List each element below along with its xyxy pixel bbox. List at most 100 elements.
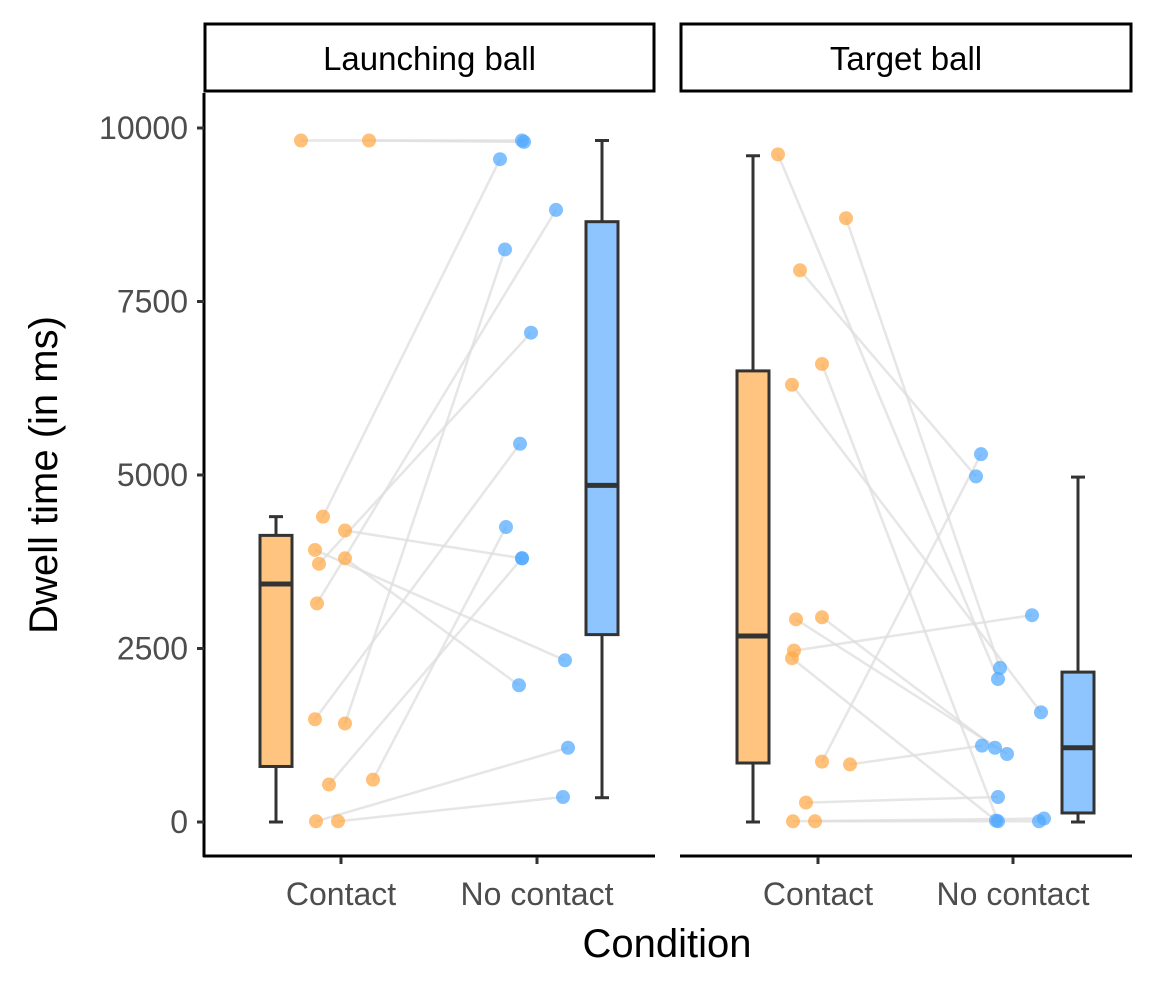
pair-lines	[776, 153, 1045, 823]
data-point-contact	[771, 147, 785, 162]
pair-line	[795, 618, 1008, 756]
data-point-contact	[309, 814, 323, 829]
facet-title-1: Launching ball	[323, 40, 536, 77]
pair-line	[321, 158, 502, 518]
pair-line	[791, 657, 997, 822]
data-point-no-contact	[515, 551, 529, 566]
panel-launching-ball	[258, 133, 620, 829]
data-point-no-contact	[975, 738, 989, 753]
data-point-contact	[294, 133, 308, 148]
data-point-contact	[338, 551, 352, 566]
data-point-no-contact	[493, 152, 507, 167]
pair-line	[793, 613, 1033, 652]
data-point-contact	[316, 509, 330, 524]
data-point-no-contact	[524, 325, 538, 340]
pair-line	[849, 744, 983, 766]
data-points	[771, 147, 1051, 829]
data-point-no-contact	[1025, 608, 1039, 623]
x-tick-label: No contact	[937, 876, 1090, 912]
boxplots	[258, 138, 620, 824]
facet-strip-2: Target ball	[679, 22, 1133, 93]
y-tick-label: 0	[170, 804, 188, 840]
data-point-no-contact	[991, 790, 1005, 805]
data-point-contact	[815, 754, 829, 769]
boxplots	[735, 154, 1096, 824]
box-contact	[735, 369, 771, 765]
x-ticks: Contact No contact Contact No contact	[286, 857, 1090, 912]
data-point-no-contact	[549, 202, 563, 217]
pair-line	[344, 529, 523, 560]
y-ticks: 0 2500 5000 7500 10000	[99, 110, 204, 840]
data-point-contact	[308, 712, 322, 727]
data-point-contact	[338, 716, 352, 731]
pair-line	[344, 557, 520, 687]
data-point-no-contact	[498, 242, 512, 257]
pair-line	[791, 384, 1042, 714]
data-point-no-contact	[1034, 705, 1048, 720]
data-point-no-contact	[993, 660, 1007, 675]
data-point-no-contact	[1000, 746, 1014, 761]
facet-title-2: Target ball	[830, 40, 982, 77]
y-tick-label: 7500	[117, 284, 188, 320]
pair-line	[328, 557, 523, 786]
data-point-no-contact	[561, 740, 575, 755]
data-point-no-contact	[1032, 814, 1046, 829]
pair-line	[368, 139, 525, 144]
data-point-no-contact	[989, 813, 1003, 828]
data-point-contact	[312, 556, 326, 571]
pair-line	[337, 795, 564, 823]
y-tick-label: 5000	[117, 457, 188, 493]
data-point-contact	[785, 377, 799, 392]
pair-line	[318, 331, 532, 565]
pair-line	[315, 746, 569, 823]
data-point-contact	[308, 542, 322, 557]
facet-strip-1: Launching ball	[203, 22, 656, 93]
data-point-contact	[322, 777, 336, 792]
data-point-no-contact	[969, 469, 983, 484]
x-tick-label: No contact	[461, 876, 614, 912]
data-point-contact	[843, 757, 857, 772]
pair-lines	[301, 139, 569, 823]
y-axis-title: Dwell time (in ms)	[22, 316, 66, 634]
box-contact	[258, 533, 294, 768]
data-points	[294, 133, 575, 829]
data-point-contact	[799, 795, 813, 810]
pair-line	[820, 453, 983, 763]
y-tick-label: 10000	[99, 110, 188, 146]
data-point-no-contact	[512, 678, 526, 693]
data-point-contact	[786, 814, 800, 829]
box-no-contact	[1060, 670, 1096, 815]
box-no-contact	[584, 220, 620, 637]
data-point-contact	[839, 211, 853, 226]
data-point-contact	[366, 772, 380, 787]
data-point-contact	[310, 596, 324, 611]
data-point-contact	[793, 263, 807, 278]
data-point-no-contact	[974, 447, 988, 462]
pair-line	[776, 153, 1000, 680]
pair-line	[799, 269, 977, 478]
x-tick-label: Contact	[286, 876, 396, 912]
data-point-contact	[362, 133, 376, 148]
data-point-no-contact	[988, 740, 1002, 755]
data-point-no-contact	[517, 134, 531, 149]
y-tick-label: 2500	[117, 631, 188, 667]
pair-line	[805, 795, 999, 804]
data-point-contact	[789, 612, 803, 627]
data-point-no-contact	[991, 672, 1005, 687]
data-point-contact	[785, 651, 799, 666]
data-point-contact	[815, 356, 829, 371]
data-point-contact	[338, 523, 352, 538]
x-tick-label: Contact	[763, 876, 873, 912]
pair-line	[315, 209, 558, 605]
x-axis-title: Condition	[582, 922, 751, 966]
pair-line	[821, 616, 996, 749]
pair-line	[314, 548, 566, 662]
data-point-no-contact	[499, 520, 513, 535]
pair-line	[844, 217, 1002, 669]
data-point-contact	[815, 610, 829, 625]
pair-line	[313, 443, 522, 721]
data-point-contact	[808, 814, 822, 829]
data-point-contact	[331, 814, 345, 829]
